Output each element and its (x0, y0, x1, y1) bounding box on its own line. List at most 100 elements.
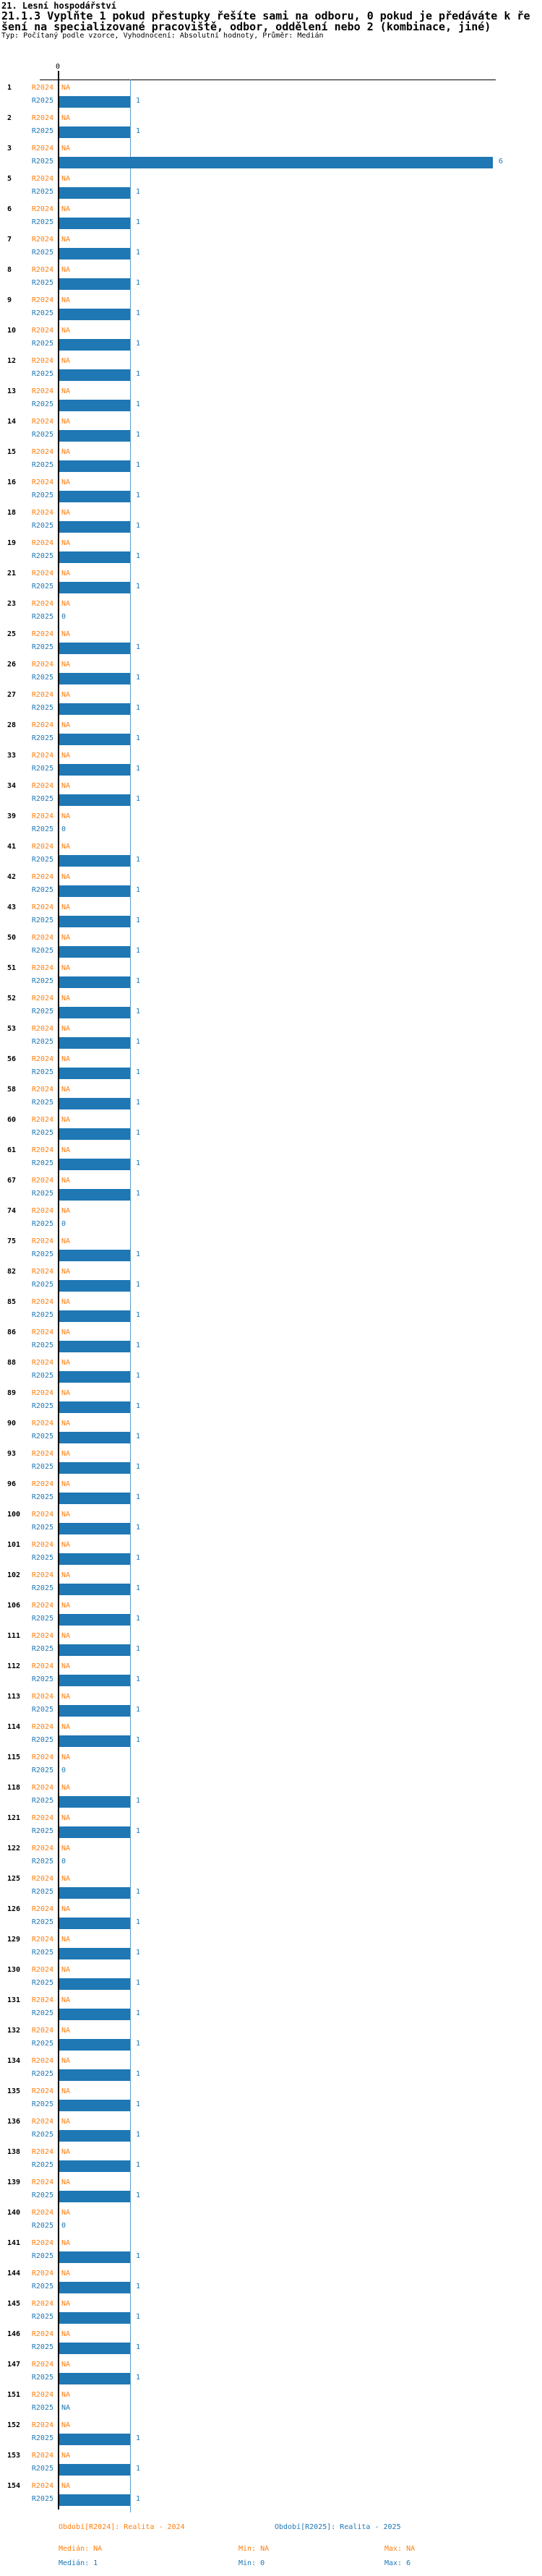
value-r2025: 1 (136, 1675, 141, 1683)
series-label-r2024: R2024 (31, 2209, 53, 2217)
value-r2025: 0 (61, 613, 66, 621)
value-r2024: NA (61, 357, 71, 365)
value-r2024: NA (61, 1693, 71, 1701)
group-label: 6 (7, 205, 12, 213)
value-r2025: 1 (136, 522, 141, 530)
value-r2025: 1 (136, 1888, 141, 1896)
series-label-r2025: R2025 (31, 2343, 53, 2351)
value-r2025: 1 (136, 1402, 141, 1410)
group-label: 90 (7, 1420, 17, 1427)
series-label-r2025: R2025 (31, 1129, 53, 1137)
value-r2025: 1 (136, 856, 141, 864)
bar-r2025 (59, 278, 130, 290)
bar-r2025 (59, 1037, 130, 1049)
series-label-r2025: R2025 (31, 2495, 53, 2503)
series-label-r2024: R2024 (31, 2270, 53, 2277)
legend-r2025-period: Období[R2025]: Realita - 2025 (275, 2523, 401, 2531)
series-label-r2024: R2024 (31, 1268, 53, 1276)
value-r2024: NA (61, 327, 71, 335)
value-r2025: 1 (136, 2161, 141, 2169)
series-label-r2025: R2025 (31, 1827, 53, 1835)
value-r2024: NA (61, 114, 71, 122)
group-label: 121 (7, 1814, 21, 1822)
value-r2024: NA (61, 570, 71, 578)
value-r2025: 1 (136, 2131, 141, 2139)
group-label: 100 (7, 1511, 21, 1519)
series-label-r2025: R2025 (31, 552, 53, 560)
series-label-r2025: R2025 (31, 1190, 53, 1198)
value-r2025: 1 (136, 1706, 141, 1714)
value-r2025: 1 (136, 2283, 141, 2291)
bar-r2025 (59, 1189, 130, 1201)
value-r2024: NA (61, 1632, 71, 1640)
series-label-r2025: R2025 (31, 400, 53, 408)
series-label-r2025: R2025 (31, 2131, 53, 2139)
bar-r2025 (59, 551, 130, 563)
series-label-r2025: R2025 (31, 613, 53, 621)
value-r2025: 1 (136, 249, 141, 257)
value-r2024: NA (61, 1480, 71, 1488)
legend-r2025-max: Max: 6 (384, 2559, 411, 2567)
value-r2024: NA (61, 600, 71, 608)
value-r2024: NA (61, 1784, 71, 1792)
value-r2025: 1 (136, 461, 141, 469)
group-label: 96 (7, 1480, 17, 1488)
series-label-r2024: R2024 (31, 1723, 53, 1731)
value-r2025: 1 (136, 2434, 141, 2442)
bar-r2025 (59, 96, 130, 108)
series-label-r2024: R2024 (31, 691, 53, 699)
value-r2024: NA (61, 843, 71, 851)
series-label-r2025: R2025 (31, 158, 53, 166)
bar-r2025 (59, 2343, 130, 2354)
bar-r2025 (59, 764, 130, 776)
series-label-r2024: R2024 (31, 2421, 53, 2429)
group-label: 106 (7, 1602, 21, 1610)
value-r2024: NA (61, 1055, 71, 1063)
value-r2025: 1 (136, 431, 141, 439)
group-label: 3 (7, 145, 12, 153)
group-label: 19 (7, 539, 17, 547)
series-label-r2025: R2025 (31, 1706, 53, 1714)
bar-r2025 (59, 126, 130, 138)
value-r2025: 0 (61, 825, 66, 833)
series-label-r2024: R2024 (31, 448, 53, 456)
series-label-r2024: R2024 (31, 1784, 53, 1792)
bar-r2025 (59, 1675, 130, 1686)
series-label-r2025: R2025 (31, 1099, 53, 1107)
series-label-r2024: R2024 (31, 630, 53, 638)
group-label: 146 (7, 2330, 21, 2338)
series-label-r2024: R2024 (31, 2148, 53, 2156)
series-label-r2024: R2024 (31, 2300, 53, 2308)
group-label: 129 (7, 1936, 21, 1944)
series-label-r2025: R2025 (31, 1311, 53, 1319)
series-label-r2024: R2024 (31, 1996, 53, 2004)
question-meta: Typ: Počítaný podle vzorce, Vyhodnocení:… (1, 32, 324, 40)
series-label-r2025: R2025 (31, 2252, 53, 2260)
group-label: 93 (7, 1450, 17, 1458)
group-label: 85 (7, 1298, 17, 1306)
series-label-r2025: R2025 (31, 2374, 53, 2382)
bar-r2025 (59, 1098, 130, 1109)
value-r2025: 1 (136, 279, 141, 287)
series-label-r2025: R2025 (31, 2465, 53, 2473)
series-label-r2024: R2024 (31, 752, 53, 760)
group-label: 135 (7, 2087, 21, 2095)
series-label-r2024: R2024 (31, 995, 53, 1003)
group-label: 67 (7, 1177, 17, 1185)
bar-r2025 (59, 521, 130, 533)
bar-r2025 (59, 460, 130, 472)
bar-r2025 (59, 2464, 130, 2476)
bar-r2025 (59, 1614, 130, 1626)
bar-r2025 (59, 1068, 130, 1079)
value-r2025: 1 (136, 734, 141, 742)
series-label-r2024: R2024 (31, 145, 53, 153)
series-label-r2025: R2025 (31, 1797, 53, 1805)
group-label: 111 (7, 1632, 21, 1640)
value-r2024: NA (61, 1237, 71, 1245)
bar-r2025 (59, 1159, 130, 1170)
value-r2024: NA (61, 509, 71, 517)
series-label-r2025: R2025 (31, 674, 53, 682)
group-label: 51 (7, 964, 17, 972)
value-r2024: NA (61, 1298, 71, 1306)
